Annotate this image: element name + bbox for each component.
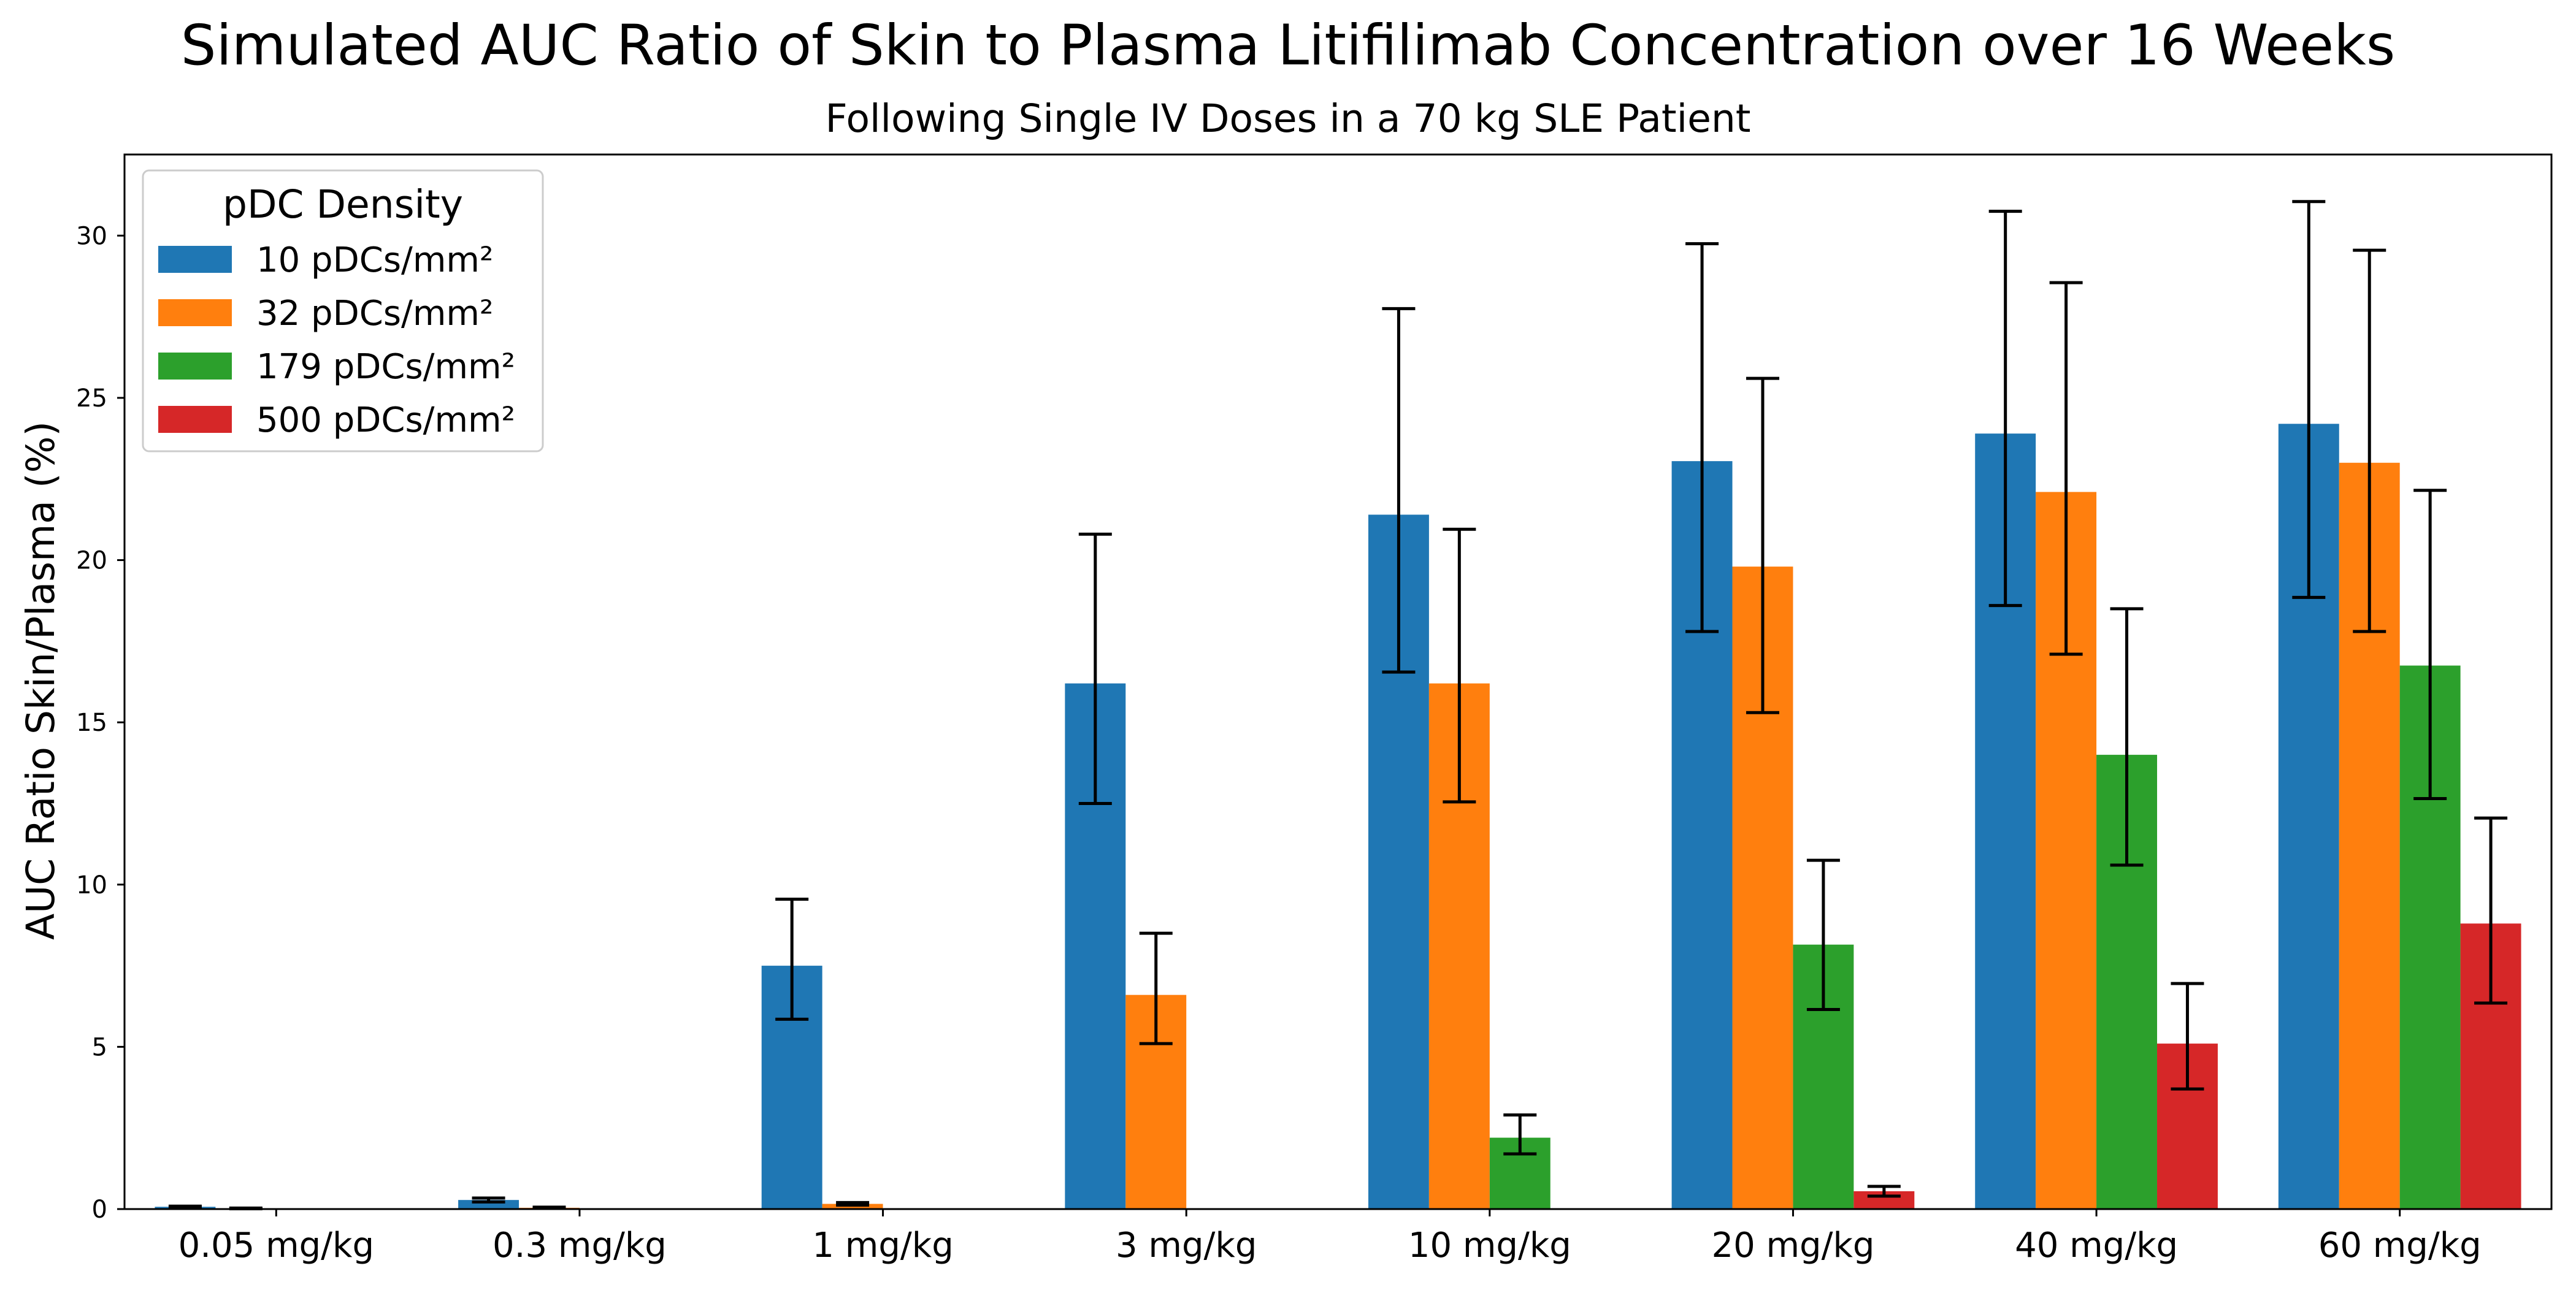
legend-label: 179 pDCs/mm²	[256, 347, 515, 387]
error-bar	[1685, 242, 1719, 633]
x-tick-label: 1 mg/kg	[812, 1226, 953, 1265]
error-bar	[1503, 1113, 1537, 1156]
plot-area: 0 5 10 15 20 25 30 0.05 mg/kg 0.3 mg/kg 1 mg/kg 3 …	[76, 153, 2553, 1265]
error-bar	[472, 1196, 505, 1204]
error-bar	[2474, 816, 2508, 1005]
error-bar	[1139, 931, 1173, 1045]
legend-item: 32 pDCs/mm²	[158, 294, 493, 334]
y-axis-label: AUC Ratio Skin/Plasma (%)	[18, 421, 63, 940]
legend-swatch	[158, 299, 232, 326]
legend-box	[142, 169, 544, 452]
error-bar	[1867, 1185, 1901, 1198]
x-tick-label: 20 mg/kg	[1711, 1226, 1874, 1265]
legend-swatch	[158, 406, 232, 433]
error-bar	[168, 1204, 202, 1209]
y-tick-label: 0	[92, 1196, 107, 1224]
y-tick-label: 30	[76, 222, 107, 250]
y-tick-label: 25	[76, 384, 107, 413]
plot-frame	[123, 153, 2553, 1210]
y-tick-label: 10	[76, 871, 107, 899]
legend-label: 500 pDCs/mm²	[256, 400, 515, 440]
x-tick-label: 60 mg/kg	[2318, 1226, 2482, 1265]
x-tick-label: 10 mg/kg	[1408, 1226, 1571, 1265]
legend: pDC Density 10 pDCs/mm² 32 pDCs/mm² 179 pDC…	[142, 169, 544, 452]
legend-swatch	[158, 353, 232, 380]
error-bar	[2353, 248, 2386, 633]
error-bar	[1988, 210, 2022, 608]
x-tick-label: 0.05 mg/kg	[178, 1226, 374, 1265]
x-tick-label: 40 mg/kg	[2015, 1226, 2178, 1265]
y-tick-label: 20	[76, 547, 107, 575]
legend-item: 10 pDCs/mm²	[158, 240, 493, 280]
error-bar	[1443, 527, 1476, 804]
chart-subtitle: Following Single IV Doses in a 70 kg SLE…	[825, 96, 1750, 141]
legend-label: 32 pDCs/mm²	[256, 294, 493, 334]
chart-title: Simulated AUC Ratio of Skin to Plasma Li…	[181, 13, 2396, 78]
error-bar	[2110, 607, 2144, 867]
error-bar	[2171, 982, 2204, 1091]
legend-swatch	[158, 246, 232, 273]
legend-label: 10 pDCs/mm²	[256, 240, 493, 280]
error-bar	[775, 898, 809, 1021]
error-bar	[1078, 532, 1112, 805]
error-bar	[2049, 281, 2083, 656]
error-bar	[1746, 376, 1779, 714]
error-bar	[1806, 858, 1840, 1012]
x-tick-label: 0.3 mg/kg	[493, 1226, 667, 1265]
legend-item: 500 pDCs/mm²	[158, 400, 515, 440]
legend-title: pDC Density	[223, 182, 463, 227]
error-bar	[2292, 200, 2326, 599]
y-tick-label: 5	[92, 1033, 107, 1061]
error-bar	[2413, 489, 2447, 801]
x-tick-label: 3 mg/kg	[1116, 1226, 1257, 1265]
error-bar	[836, 1200, 870, 1207]
legend-item: 179 pDCs/mm²	[158, 347, 515, 387]
error-bar	[1382, 307, 1416, 674]
y-tick-label: 15	[76, 709, 107, 737]
